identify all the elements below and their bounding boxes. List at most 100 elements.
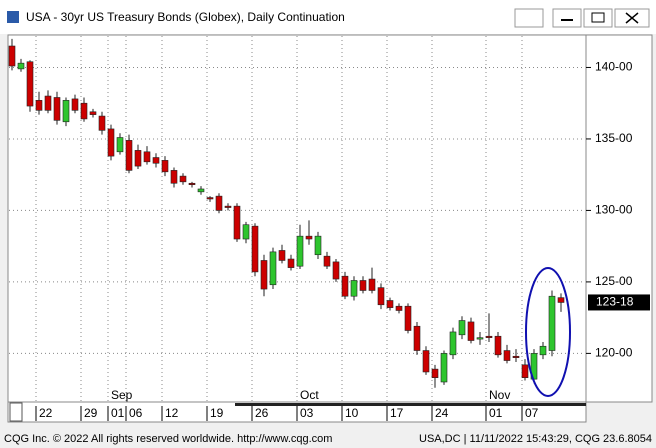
candle-body <box>53 97 61 121</box>
candle-body <box>80 102 88 120</box>
candle-body <box>143 151 151 163</box>
candle-body <box>359 280 367 291</box>
x-tick-label: 07 <box>525 406 539 420</box>
x-tick-label: 29 <box>84 406 98 420</box>
candle-body <box>458 320 466 336</box>
candle-body <box>323 255 331 267</box>
y-tick-label: 140-00 <box>595 60 633 74</box>
x-tick-label: 03 <box>300 406 314 420</box>
candle-body <box>242 224 250 240</box>
maximize-glyph <box>591 12 605 23</box>
candle-body <box>170 170 178 184</box>
candle-body <box>467 321 475 341</box>
candle-body <box>413 325 421 351</box>
candle-body <box>8 45 16 67</box>
candle-body <box>125 140 133 171</box>
candle-body <box>476 337 484 340</box>
x-tick-label: 06 <box>129 406 143 420</box>
candle-body <box>521 364 529 378</box>
x-tick-label: 19 <box>210 406 224 420</box>
candle-body <box>305 235 313 240</box>
scroll-handle[interactable] <box>9 402 23 422</box>
candle-body <box>404 305 412 331</box>
last-price-box <box>588 294 650 311</box>
x-tick-label: 01 <box>489 406 503 420</box>
candle-body <box>539 345 547 356</box>
x-tick-label: 17 <box>390 406 404 420</box>
candle-body <box>287 258 295 268</box>
candle-body <box>503 350 511 361</box>
x-tick-label: 12 <box>165 406 179 420</box>
candle-body <box>206 197 214 200</box>
annotation-ellipse <box>525 267 571 397</box>
candle-body <box>341 275 349 297</box>
candle-body <box>224 205 232 208</box>
candle-body <box>233 205 241 240</box>
x-tick-label: 01 <box>111 406 125 420</box>
y-tick-label: 130-00 <box>595 203 633 217</box>
candle-body <box>314 235 322 256</box>
x-tick-label: 22 <box>39 406 53 420</box>
x-tick-label: 26 <box>255 406 269 420</box>
candle-body <box>449 331 457 356</box>
candle-body <box>332 261 340 280</box>
candle-body <box>62 100 70 123</box>
candle-body <box>251 225 259 273</box>
candle-body <box>71 98 79 111</box>
candle-body <box>116 137 124 153</box>
window-title: USA - 30yr US Treasury Bonds (Globex), D… <box>26 10 345 24</box>
candle-body <box>98 115 106 131</box>
app-icon <box>7 11 19 23</box>
candle-body <box>557 297 565 303</box>
candle-body <box>107 128 115 157</box>
y-tick-label: 135-00 <box>595 131 633 145</box>
candle-body <box>152 157 160 164</box>
candle-body <box>269 251 277 286</box>
link-button[interactable] <box>514 8 544 28</box>
candle-body <box>215 195 223 211</box>
close-glyph <box>625 12 639 24</box>
candle-body <box>431 368 439 378</box>
price-axis <box>585 34 653 403</box>
candle-body <box>17 62 25 70</box>
footer-left: CQG Inc. © 2022 All rights reserved worl… <box>4 433 332 445</box>
candle-body <box>179 175 187 183</box>
last-price-label: 123-18 <box>596 295 634 309</box>
candle-body <box>377 287 385 306</box>
candle-body <box>260 260 268 290</box>
month-label: Nov <box>489 388 510 402</box>
y-tick-label: 125-00 <box>595 274 633 288</box>
month-label: Sep <box>111 388 133 402</box>
plot-layer: 120-00 125-00 130-00 135-00 140-00 22 29 01 06 12… <box>8 36 650 421</box>
candle-body <box>278 250 286 261</box>
candle-body <box>512 355 520 358</box>
candle-body <box>161 160 169 173</box>
candle-body <box>494 335 502 356</box>
title-bar <box>0 0 656 34</box>
candle-body <box>197 188 205 193</box>
minimize-button[interactable] <box>552 8 582 28</box>
status-bar <box>0 428 656 448</box>
x-tick-label: 10 <box>345 406 359 420</box>
candle-body <box>395 305 403 311</box>
candle-body <box>548 295 556 351</box>
candle-body <box>188 182 196 185</box>
candle-body <box>134 150 142 167</box>
footer-right: USA,DC | 11/11/2022 15:43:29, CQG 23.6.8… <box>419 433 652 445</box>
candle-body <box>440 353 448 383</box>
maximize-button[interactable] <box>583 8 613 28</box>
candle-body <box>386 300 394 308</box>
candle-body <box>35 100 43 111</box>
candle-body <box>368 278 376 291</box>
candle-body <box>44 95 52 111</box>
scroll-indicator <box>235 403 586 406</box>
y-tick-label: 120-00 <box>595 346 633 360</box>
candle-body <box>296 235 304 267</box>
candle-body <box>350 280 358 297</box>
candle-body <box>26 61 34 107</box>
candle-body <box>422 350 430 373</box>
month-label: Oct <box>300 388 319 402</box>
x-tick-label: 24 <box>435 406 449 420</box>
